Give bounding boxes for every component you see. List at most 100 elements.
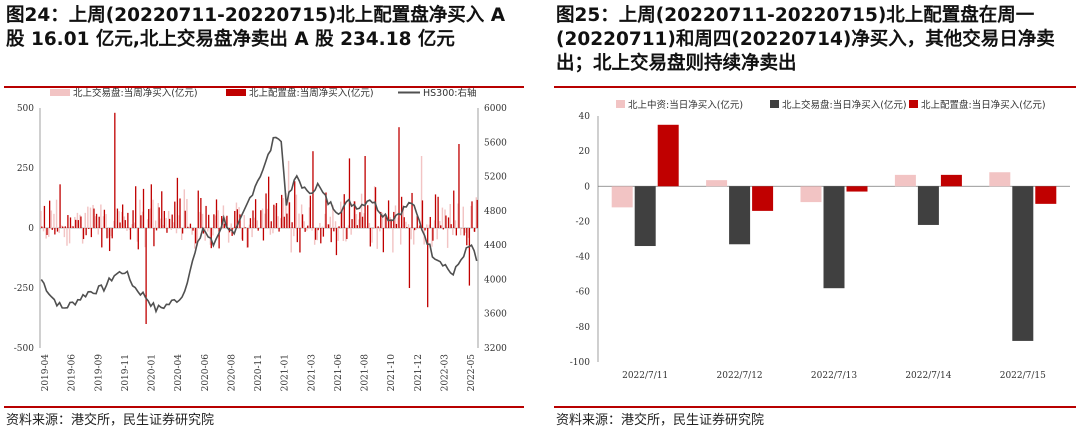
trading-bar <box>397 217 399 228</box>
left-y-tick-label: -500 <box>14 344 34 354</box>
trading-bar <box>84 212 86 228</box>
trading-bar <box>55 199 58 228</box>
right-source-note: 资料来源：港交所，民生证券研究院 <box>556 413 765 428</box>
allocation-bar <box>80 216 82 228</box>
trading-bar <box>441 207 444 228</box>
allocation-bar <box>463 228 465 236</box>
trading-bar <box>295 194 298 228</box>
trading-bar <box>230 223 232 228</box>
right-y-tick-label: 3200 <box>484 344 507 354</box>
allocation-bar <box>88 228 90 229</box>
trading-bar <box>316 228 318 241</box>
allocation-bar <box>406 227 408 228</box>
allocation-bar <box>294 181 296 228</box>
trading-bar <box>439 221 441 228</box>
trading-bar <box>126 228 128 231</box>
trading-bar <box>58 228 60 234</box>
allocation-bar <box>197 190 199 228</box>
allocation-bar <box>432 228 434 241</box>
allocation-bar <box>140 215 142 228</box>
allocation-bar <box>132 210 134 228</box>
allocation-bar <box>411 192 413 228</box>
trading-bar <box>449 204 451 228</box>
trading-bar <box>324 213 326 228</box>
allocation-bar <box>273 204 275 228</box>
trading-bar <box>154 220 157 228</box>
allocation-bar <box>309 195 312 228</box>
allocation-bar <box>340 211 343 228</box>
trading-bar <box>248 224 251 228</box>
allocation-bar <box>135 186 137 228</box>
right-title-rule <box>554 86 1076 88</box>
allocation-bar <box>62 226 64 228</box>
allocation-bar <box>466 228 468 246</box>
allocation-bar <box>176 177 179 228</box>
legend-label-hs300: HS300:右轴 <box>423 87 477 99</box>
trading-bar <box>191 228 193 235</box>
trading-bar <box>332 205 334 228</box>
allocation-bar <box>416 215 418 228</box>
allocation-bar <box>161 191 163 228</box>
bar-china-capital <box>989 172 1011 187</box>
bar-trading <box>1012 186 1034 341</box>
allocation-bar <box>359 212 361 228</box>
trading-bar <box>454 220 457 228</box>
trading-bar <box>105 214 107 228</box>
left-y-tick-label: -250 <box>14 284 34 294</box>
trading-bar <box>204 228 206 241</box>
right-y-tick-label: 4800 <box>484 207 507 217</box>
allocation-bar <box>468 228 471 286</box>
allocation-bar <box>234 210 236 228</box>
allocation-bar <box>419 225 421 228</box>
allocation-bar <box>434 194 437 228</box>
allocation-bar <box>171 214 173 228</box>
trading-bar <box>209 228 212 245</box>
trading-bar <box>102 216 105 228</box>
trading-bar <box>152 199 154 228</box>
legend-label-allocation: 北上配置盘:当周净买入(亿元) <box>249 87 374 99</box>
allocation-bar <box>476 199 478 228</box>
allocation-bar <box>75 219 77 228</box>
trading-bar <box>240 228 243 240</box>
trading-bar <box>246 228 248 248</box>
left-y-tick-label: 0 <box>28 224 34 234</box>
trading-bar <box>274 205 277 228</box>
y-tick-label: 0 <box>584 182 590 192</box>
trading-bar <box>214 215 217 228</box>
allocation-bar <box>429 216 431 228</box>
x-tick-label: 2020-08 <box>227 354 237 392</box>
trading-bar <box>306 228 308 231</box>
allocation-bar <box>43 205 46 228</box>
allocation-bar <box>98 216 100 228</box>
allocation-bar <box>179 198 181 228</box>
allocation-bar <box>390 219 392 228</box>
right-chart: 40 20 0 -20 -40 -60 -80 -100 2022/7/11 2022/7/12 2… <box>570 99 1070 381</box>
allocation-bar <box>95 213 98 228</box>
x-tick-label: 2019-06 <box>68 354 78 392</box>
bar-allocation <box>657 124 679 187</box>
trading-bar <box>360 193 363 228</box>
trading-bar <box>329 216 332 228</box>
trading-bar <box>183 189 186 228</box>
allocation-bar <box>239 214 241 228</box>
trading-bar <box>123 216 126 228</box>
allocation-bar <box>301 214 304 228</box>
trading-bar <box>376 228 378 249</box>
trading-bar <box>467 228 470 238</box>
right-y-tick-label: 4400 <box>484 241 507 251</box>
right-y-tick-label: 5200 <box>484 173 507 183</box>
trading-bar <box>452 228 454 235</box>
trading-bar <box>61 225 63 228</box>
trading-bar <box>94 216 97 228</box>
trading-bar <box>160 218 162 228</box>
allocation-bar <box>283 216 285 228</box>
x-tick-label: 2020-04 <box>174 354 184 392</box>
trading-bar <box>282 198 285 228</box>
bar-trading <box>823 186 845 289</box>
allocation-bar <box>119 222 121 228</box>
trading-bar <box>76 212 79 228</box>
trading-bar <box>340 201 342 228</box>
y-tick-label: 20 <box>579 147 591 157</box>
right-y-tick-label: 3600 <box>484 310 507 320</box>
trading-bar <box>227 228 230 243</box>
